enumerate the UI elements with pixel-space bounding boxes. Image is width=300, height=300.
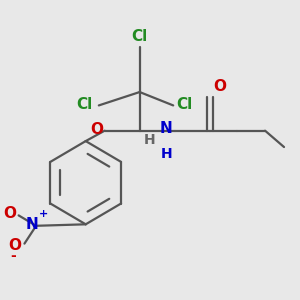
Text: H: H [143, 133, 155, 147]
Text: H: H [161, 147, 172, 161]
Text: Cl: Cl [131, 29, 148, 44]
Text: O: O [8, 238, 21, 253]
Text: +: + [39, 209, 48, 219]
Text: Cl: Cl [77, 97, 93, 112]
Text: O: O [3, 206, 16, 221]
Text: O: O [90, 122, 103, 137]
Text: O: O [213, 79, 226, 94]
Text: -: - [10, 249, 16, 263]
Text: N: N [26, 218, 38, 232]
Text: Cl: Cl [177, 97, 193, 112]
Text: N: N [160, 121, 172, 136]
